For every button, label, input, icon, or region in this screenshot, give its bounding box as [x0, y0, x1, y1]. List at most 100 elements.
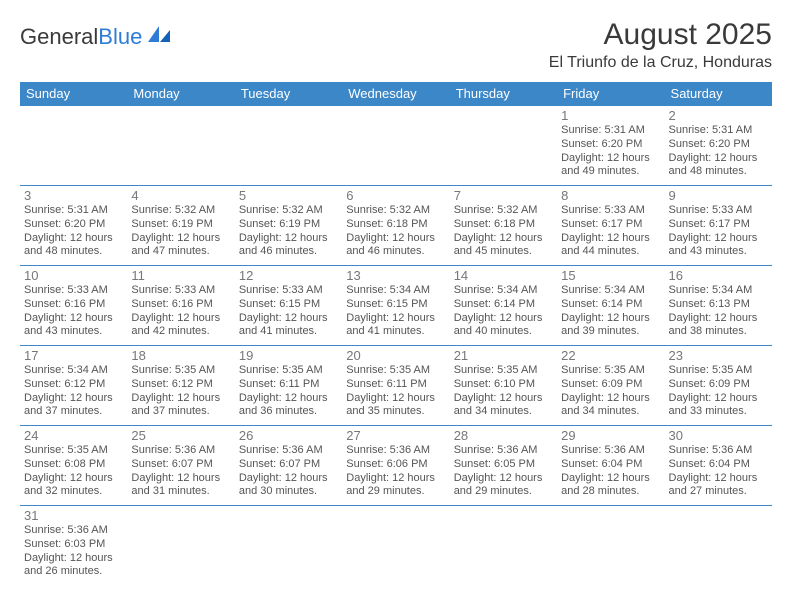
month-title: August 2025 [549, 18, 772, 52]
sail-icon [146, 24, 172, 50]
logo-text-1: General [20, 24, 98, 50]
calendar-cell: 21Sunrise: 5:35 AMSunset: 6:10 PMDayligh… [450, 346, 557, 426]
calendar-cell: 1Sunrise: 5:31 AMSunset: 6:20 PMDaylight… [557, 106, 664, 186]
day-info: Sunrise: 5:35 AMSunset: 6:09 PMDaylight:… [669, 364, 768, 419]
day-number: 30 [669, 428, 768, 443]
day-info: Sunrise: 5:32 AMSunset: 6:19 PMDaylight:… [239, 204, 338, 259]
day-info: Sunrise: 5:32 AMSunset: 6:19 PMDaylight:… [131, 204, 230, 259]
day-info: Sunrise: 5:36 AMSunset: 6:04 PMDaylight:… [669, 444, 768, 499]
day-number: 17 [24, 348, 123, 363]
day-info: Sunrise: 5:33 AMSunset: 6:16 PMDaylight:… [131, 284, 230, 339]
day-info: Sunrise: 5:33 AMSunset: 6:15 PMDaylight:… [239, 284, 338, 339]
weekday-header: Monday [127, 82, 234, 106]
day-number: 5 [239, 188, 338, 203]
day-number: 11 [131, 268, 230, 283]
calendar-cell: 26Sunrise: 5:36 AMSunset: 6:07 PMDayligh… [235, 426, 342, 506]
calendar-cell: 23Sunrise: 5:35 AMSunset: 6:09 PMDayligh… [665, 346, 772, 426]
day-info: Sunrise: 5:36 AMSunset: 6:03 PMDaylight:… [24, 524, 123, 579]
day-info: Sunrise: 5:33 AMSunset: 6:17 PMDaylight:… [561, 204, 660, 259]
day-number: 16 [669, 268, 768, 283]
day-number: 1 [561, 108, 660, 123]
calendar-cell: 11Sunrise: 5:33 AMSunset: 6:16 PMDayligh… [127, 266, 234, 346]
day-number: 3 [24, 188, 123, 203]
day-info: Sunrise: 5:35 AMSunset: 6:10 PMDaylight:… [454, 364, 553, 419]
logo: GeneralBlue [20, 18, 172, 50]
day-number: 12 [239, 268, 338, 283]
day-info: Sunrise: 5:36 AMSunset: 6:05 PMDaylight:… [454, 444, 553, 499]
day-number: 6 [346, 188, 445, 203]
day-number: 9 [669, 188, 768, 203]
calendar-cell [127, 506, 234, 586]
calendar-cell: 16Sunrise: 5:34 AMSunset: 6:13 PMDayligh… [665, 266, 772, 346]
day-info: Sunrise: 5:31 AMSunset: 6:20 PMDaylight:… [561, 124, 660, 179]
day-info: Sunrise: 5:32 AMSunset: 6:18 PMDaylight:… [346, 204, 445, 259]
day-number: 18 [131, 348, 230, 363]
calendar-cell: 30Sunrise: 5:36 AMSunset: 6:04 PMDayligh… [665, 426, 772, 506]
day-info: Sunrise: 5:34 AMSunset: 6:12 PMDaylight:… [24, 364, 123, 419]
day-number: 19 [239, 348, 338, 363]
calendar-cell: 15Sunrise: 5:34 AMSunset: 6:14 PMDayligh… [557, 266, 664, 346]
day-number: 10 [24, 268, 123, 283]
day-info: Sunrise: 5:34 AMSunset: 6:14 PMDaylight:… [561, 284, 660, 339]
calendar-cell [557, 506, 664, 586]
day-info: Sunrise: 5:35 AMSunset: 6:11 PMDaylight:… [346, 364, 445, 419]
day-number: 7 [454, 188, 553, 203]
day-number: 13 [346, 268, 445, 283]
calendar-cell: 25Sunrise: 5:36 AMSunset: 6:07 PMDayligh… [127, 426, 234, 506]
day-info: Sunrise: 5:35 AMSunset: 6:11 PMDaylight:… [239, 364, 338, 419]
weekday-header: Tuesday [235, 82, 342, 106]
calendar-cell [235, 106, 342, 186]
weekday-header: Friday [557, 82, 664, 106]
day-number: 8 [561, 188, 660, 203]
calendar-cell: 6Sunrise: 5:32 AMSunset: 6:18 PMDaylight… [342, 186, 449, 266]
page-header: GeneralBlue August 2025 El Triunfo de la… [20, 18, 772, 72]
day-info: Sunrise: 5:33 AMSunset: 6:17 PMDaylight:… [669, 204, 768, 259]
day-info: Sunrise: 5:35 AMSunset: 6:08 PMDaylight:… [24, 444, 123, 499]
calendar-cell: 10Sunrise: 5:33 AMSunset: 6:16 PMDayligh… [20, 266, 127, 346]
day-number: 26 [239, 428, 338, 443]
calendar-cell: 29Sunrise: 5:36 AMSunset: 6:04 PMDayligh… [557, 426, 664, 506]
calendar-cell: 3Sunrise: 5:31 AMSunset: 6:20 PMDaylight… [20, 186, 127, 266]
calendar-cell [235, 506, 342, 586]
day-info: Sunrise: 5:36 AMSunset: 6:07 PMDaylight:… [131, 444, 230, 499]
day-info: Sunrise: 5:31 AMSunset: 6:20 PMDaylight:… [669, 124, 768, 179]
day-info: Sunrise: 5:36 AMSunset: 6:06 PMDaylight:… [346, 444, 445, 499]
calendar-cell: 12Sunrise: 5:33 AMSunset: 6:15 PMDayligh… [235, 266, 342, 346]
day-info: Sunrise: 5:35 AMSunset: 6:12 PMDaylight:… [131, 364, 230, 419]
calendar-cell: 13Sunrise: 5:34 AMSunset: 6:15 PMDayligh… [342, 266, 449, 346]
calendar-cell: 27Sunrise: 5:36 AMSunset: 6:06 PMDayligh… [342, 426, 449, 506]
day-info: Sunrise: 5:34 AMSunset: 6:15 PMDaylight:… [346, 284, 445, 339]
calendar-table: SundayMondayTuesdayWednesdayThursdayFrid… [20, 82, 772, 585]
day-info: Sunrise: 5:36 AMSunset: 6:07 PMDaylight:… [239, 444, 338, 499]
day-info: Sunrise: 5:36 AMSunset: 6:04 PMDaylight:… [561, 444, 660, 499]
calendar-cell: 8Sunrise: 5:33 AMSunset: 6:17 PMDaylight… [557, 186, 664, 266]
day-number: 22 [561, 348, 660, 363]
weekday-header: Thursday [450, 82, 557, 106]
calendar-cell: 18Sunrise: 5:35 AMSunset: 6:12 PMDayligh… [127, 346, 234, 426]
day-number: 21 [454, 348, 553, 363]
calendar-cell: 22Sunrise: 5:35 AMSunset: 6:09 PMDayligh… [557, 346, 664, 426]
calendar-cell [342, 506, 449, 586]
day-info: Sunrise: 5:34 AMSunset: 6:14 PMDaylight:… [454, 284, 553, 339]
day-number: 24 [24, 428, 123, 443]
calendar-cell: 28Sunrise: 5:36 AMSunset: 6:05 PMDayligh… [450, 426, 557, 506]
calendar-cell [342, 106, 449, 186]
calendar-cell [665, 506, 772, 586]
day-number: 31 [24, 508, 123, 523]
calendar-cell: 31Sunrise: 5:36 AMSunset: 6:03 PMDayligh… [20, 506, 127, 586]
calendar-cell: 4Sunrise: 5:32 AMSunset: 6:19 PMDaylight… [127, 186, 234, 266]
day-number: 25 [131, 428, 230, 443]
day-number: 28 [454, 428, 553, 443]
weekday-header: Saturday [665, 82, 772, 106]
day-info: Sunrise: 5:35 AMSunset: 6:09 PMDaylight:… [561, 364, 660, 419]
calendar-cell: 17Sunrise: 5:34 AMSunset: 6:12 PMDayligh… [20, 346, 127, 426]
title-block: August 2025 El Triunfo de la Cruz, Hondu… [549, 18, 772, 72]
calendar-cell: 20Sunrise: 5:35 AMSunset: 6:11 PMDayligh… [342, 346, 449, 426]
day-number: 23 [669, 348, 768, 363]
calendar-cell [450, 106, 557, 186]
calendar-cell: 5Sunrise: 5:32 AMSunset: 6:19 PMDaylight… [235, 186, 342, 266]
location: El Triunfo de la Cruz, Honduras [549, 54, 772, 72]
day-number: 2 [669, 108, 768, 123]
logo-text-2: Blue [98, 24, 142, 50]
day-number: 14 [454, 268, 553, 283]
